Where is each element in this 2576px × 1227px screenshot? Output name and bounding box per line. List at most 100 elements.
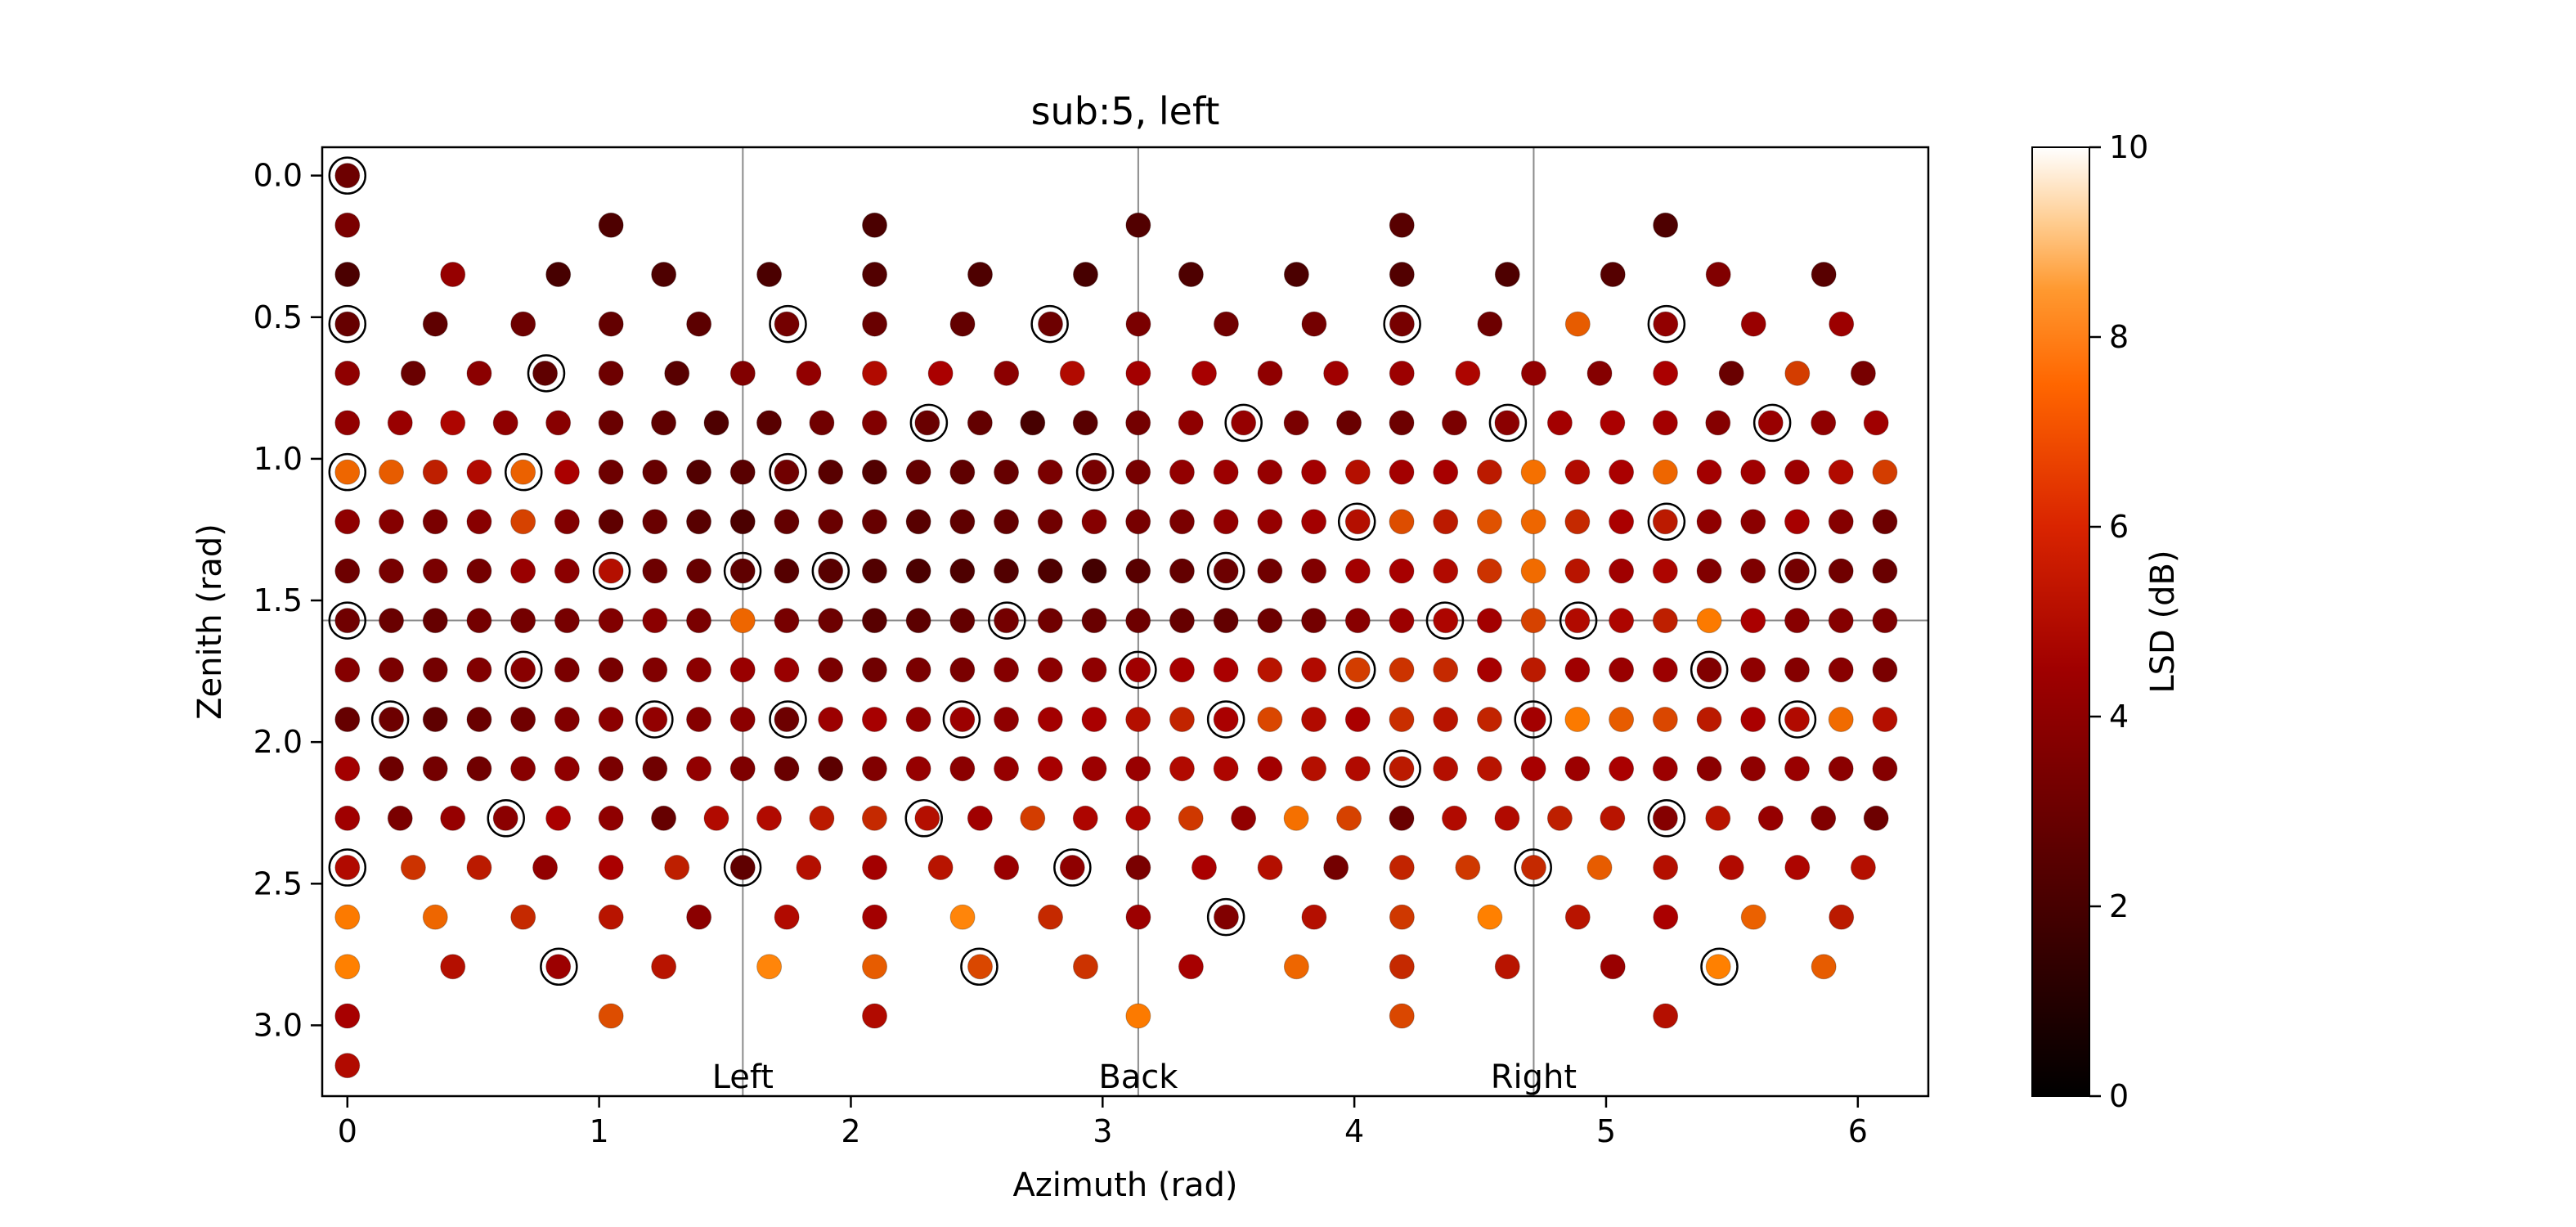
direction-annotations: Left Back Right [712,1058,1577,1096]
data-point [1389,212,1415,238]
data-point [379,459,405,485]
data-point [1257,756,1283,782]
data-point [466,360,492,386]
data-point [818,756,844,782]
data-point [510,706,536,732]
highlight-ring [811,551,850,591]
data-point [1389,558,1415,584]
data-point [774,657,800,683]
x-axis-label: Azimuth (rad) [1012,1166,1237,1204]
data-point [994,657,1020,683]
data-point [387,410,413,436]
data-point [598,805,624,831]
data-point [686,608,712,634]
data-point [1609,558,1635,584]
data-point [1850,855,1876,881]
x-tick-label: 6 [1848,1113,1868,1149]
colorbar-label: LSD (dB) [2144,550,2182,693]
data-point [1283,261,1309,287]
data-point [1169,459,1195,485]
data-point [1829,904,1855,930]
data-point [1059,855,1085,881]
data-point [1652,410,1678,436]
data-point [905,608,931,634]
data-point [642,608,668,634]
data-point [554,509,580,535]
data-point [1564,509,1591,535]
x-tick-label: 3 [1093,1113,1112,1149]
data-point [334,657,361,683]
data-point [1520,855,1546,881]
data-point [379,558,405,584]
data-point [1389,805,1415,831]
data-point [379,706,405,732]
highlight-ring [1337,502,1376,542]
data-point [1494,954,1520,980]
data-point [1600,261,1626,287]
annotation-back: Back [1098,1058,1178,1096]
data-point [1072,261,1098,287]
y-tick-label: 0.0 [254,158,303,194]
data-point [1301,904,1327,930]
data-point [686,706,712,732]
data-point [729,608,756,634]
data-point [1037,657,1063,683]
data-point [1169,657,1195,683]
data-point [1433,657,1459,683]
data-point [774,706,800,732]
data-point [774,509,800,535]
data-point [686,756,712,782]
highlight-ring [1383,304,1421,344]
data-point [1653,855,1679,881]
data-point [967,261,994,287]
data-point [422,459,448,485]
data-point [927,855,954,881]
data-point [774,311,800,337]
x-tick-label: 5 [1596,1113,1616,1149]
highlight-ring [328,304,367,344]
data-point [1389,855,1415,881]
data-point [1696,608,1722,634]
x-tick-label: 2 [841,1113,860,1149]
annotation-right: Right [1491,1058,1577,1096]
data-point [1125,657,1151,683]
data-point [1323,360,1349,386]
data-point [1257,608,1283,634]
data-point [387,805,413,831]
data-point [1872,509,1898,535]
data-point [1433,509,1459,535]
highlight-ring [370,700,410,739]
y-tick-label: 3.0 [254,1007,303,1043]
data-point [1125,706,1151,732]
data-point [994,756,1020,782]
colorbar-tick-label: 6 [2109,509,2129,545]
colorbar-ticks: 0 2 4 6 8 10 [2089,129,2148,1114]
data-point [756,261,783,287]
data-point [818,509,844,535]
data-point [422,756,448,782]
data-point [1784,756,1810,782]
highlight-ring [1778,700,1817,739]
highlight-ring [635,700,674,739]
data-point [510,904,536,930]
data-point [1600,954,1626,980]
data-point [1125,311,1151,337]
data-point [1476,608,1502,634]
data-point [1705,954,1731,980]
data-point [994,608,1020,634]
data-point [1213,657,1239,683]
data-point [1125,904,1151,930]
highlight-ring [1075,452,1115,492]
data-point [554,756,580,782]
data-point [1037,459,1063,485]
data-point [510,756,536,782]
data-point [1231,805,1257,831]
colorbar-tick-label: 4 [2109,699,2129,735]
data-point [1477,904,1503,930]
annotation-left: Left [712,1058,774,1096]
data-point [905,459,931,485]
data-point [1828,756,1854,782]
highlight-ring [1514,700,1552,739]
data-point [1696,558,1722,584]
data-point [994,360,1020,386]
